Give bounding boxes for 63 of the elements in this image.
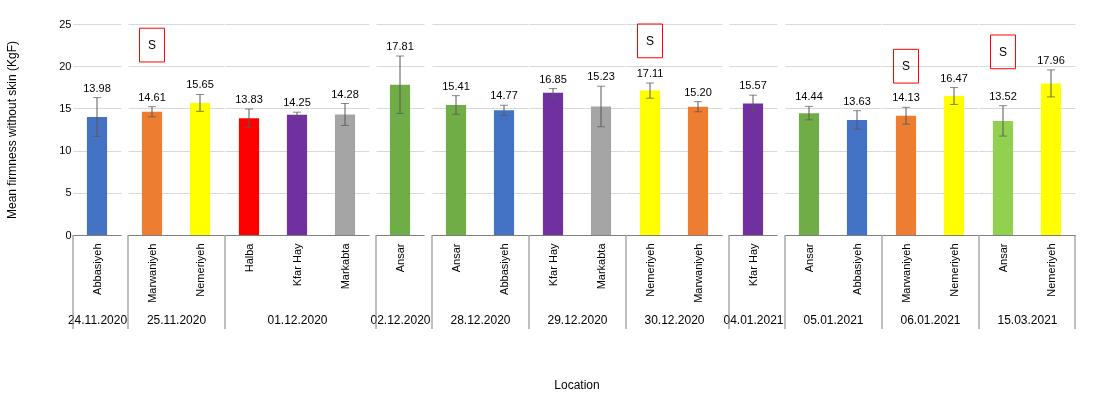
x-axis-title: 05.01.2021	[803, 312, 864, 327]
x-axis-title: 25.11.2020	[146, 312, 207, 327]
x-axis-title: 28.12.2020	[450, 312, 511, 327]
data-label: 15.41	[442, 79, 470, 92]
data-label: 17.81	[386, 39, 414, 52]
data-label: 13.83	[235, 92, 263, 105]
x-axis-title: 01.12.2020	[267, 312, 328, 327]
x-axis-title: 02.12.2020	[370, 312, 431, 327]
x-tick-label: Markabta	[594, 242, 607, 290]
y-tick-label: 10	[59, 144, 72, 157]
y-tick-label: 5	[65, 186, 72, 199]
annotation: S	[147, 38, 157, 53]
data-label: 14.61	[138, 90, 166, 103]
x-axis-title: 15.03.2021	[997, 312, 1058, 327]
x-tick-label: Marwaniyeh	[899, 243, 912, 303]
x-tick-label: Ansar	[393, 243, 406, 273]
annotation: S	[645, 33, 655, 48]
x-tick-label: Ansar	[802, 243, 815, 273]
x-tick-label: Markabta	[338, 242, 351, 290]
data-label: 16.85	[539, 72, 567, 85]
x-tick-label: Marwaniyeh	[691, 243, 704, 303]
x-tick-label: Abbasiyeh	[90, 243, 103, 295]
x-tick-label: Abbasiyeh	[497, 243, 510, 295]
x-tick-label: Kfar Hay	[746, 243, 759, 287]
data-label: 17.96	[1037, 53, 1065, 66]
data-label: 15.65	[186, 78, 214, 91]
data-label: 15.20	[684, 85, 712, 98]
data-label: 17.11	[636, 67, 664, 79]
data-label: 13.52	[989, 89, 1017, 102]
y-tick-label: 25	[59, 17, 72, 30]
x-tick-label: Halba	[242, 242, 255, 273]
data-label: 13.98	[83, 81, 111, 94]
x-axis-title: 04.01.2021	[723, 312, 784, 327]
x-tick-label: Nemeriyeh	[643, 243, 656, 297]
x-tick-label: Nemeriyeh	[947, 243, 960, 297]
data-label: 15.23	[587, 70, 615, 83]
x-axis-title: 30.12.2020	[644, 312, 705, 327]
y-tick-label: 0	[65, 228, 72, 241]
x-tick-label: Ansar	[996, 243, 1009, 273]
data-label: 14.44	[795, 90, 823, 103]
data-label: 14.25	[283, 96, 311, 109]
x-tick-label: Nemeriyeh	[193, 243, 206, 297]
x-tick-label: Nemeriyeh	[1044, 243, 1057, 297]
x-axis-title: 24.11.2020	[67, 312, 128, 327]
text: Location	[554, 378, 600, 392]
data-label: 14.77	[490, 89, 518, 102]
x-tick-label: Kfar Hay	[546, 243, 559, 287]
x-tick-label: Abbasiyeh	[850, 243, 863, 295]
data-label: 14.28	[331, 87, 359, 100]
annotation: S	[901, 59, 911, 74]
data-label: 13.63	[843, 94, 871, 107]
x-tick-label: Ansar	[449, 243, 462, 273]
x-axis-title: 29.12.2020	[547, 312, 608, 327]
annotation: S	[998, 44, 1008, 59]
x-axis-title: 06.01.2021	[900, 312, 961, 327]
x-tick-label: Kfar Hay	[290, 243, 303, 287]
y-axis-title: Mean firmness without skin (KgF)	[5, 40, 20, 220]
y-tick-label: 20	[59, 59, 72, 72]
y-tick-label: 15	[59, 101, 72, 114]
data-label: 14.13	[892, 91, 920, 104]
x-tick-label: Marwaniyeh	[145, 243, 158, 303]
data-label: 15.57	[739, 79, 767, 92]
data-label: 16.47	[940, 71, 968, 84]
